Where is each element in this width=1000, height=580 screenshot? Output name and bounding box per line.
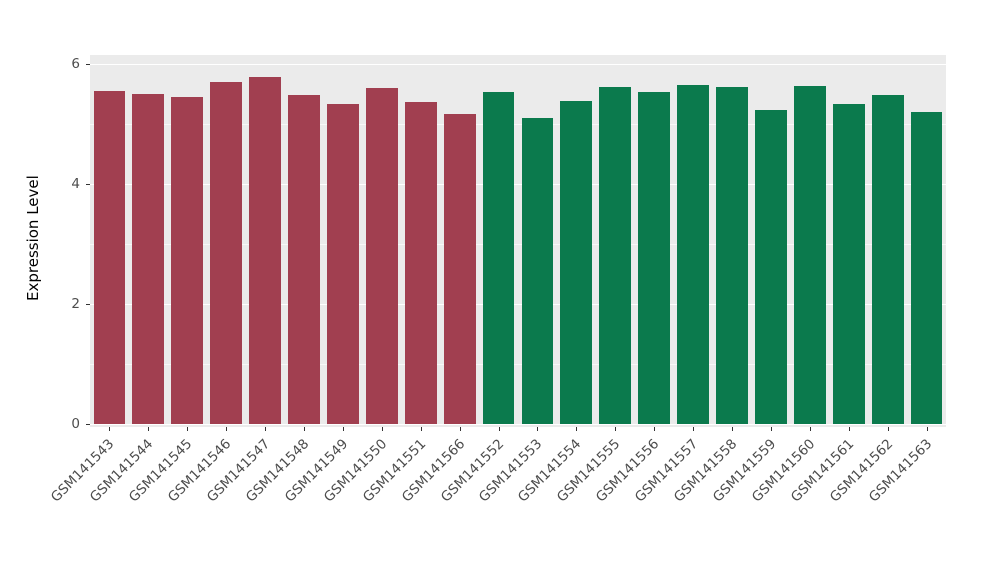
- x-tick-mark: [420, 427, 422, 431]
- x-tick-mark: [148, 427, 150, 431]
- x-tick-mark: [848, 427, 850, 431]
- bar-GSM141560: [793, 86, 826, 424]
- gridline-major: [90, 424, 946, 426]
- y-tick-label: 0: [71, 416, 80, 432]
- x-tick-mark: [304, 427, 305, 431]
- y-tick-label: 2: [71, 296, 80, 312]
- bar-GSM141544: [132, 94, 165, 424]
- y-tick-mark: [86, 64, 90, 65]
- gridline-major: [90, 64, 946, 66]
- x-tick-mark: [926, 427, 928, 431]
- bar-GSM141562: [871, 94, 904, 424]
- x-tick-mark: [732, 427, 733, 431]
- x-tick-mark: [770, 427, 772, 431]
- x-tick-mark: [537, 427, 539, 431]
- bar-GSM141563: [910, 112, 943, 424]
- x-tick-mark: [887, 427, 889, 431]
- x-tick-mark: [226, 427, 228, 431]
- x-tick-mark: [187, 427, 189, 431]
- x-tick-mark: [693, 427, 695, 431]
- x-tick-mark: [654, 427, 656, 431]
- bar-GSM141545: [171, 97, 204, 424]
- gridline-major: [90, 184, 946, 186]
- bar-GSM141549: [326, 104, 359, 424]
- bar-GSM141559: [754, 110, 787, 424]
- bar-GSM141548: [288, 95, 320, 424]
- bar-GSM141551: [404, 102, 437, 424]
- bar-GSM141557: [677, 85, 710, 424]
- y-tick-mark: [86, 184, 90, 185]
- x-tick-mark: [809, 427, 811, 431]
- y-tick-mark: [86, 424, 90, 425]
- x-tick-mark: [615, 427, 617, 431]
- gridline-minor: [90, 244, 946, 245]
- bar-GSM141561: [832, 104, 865, 424]
- gridline-major: [90, 304, 946, 306]
- y-tick-label: 6: [71, 56, 80, 72]
- x-tick-mark: [342, 427, 344, 431]
- bar-GSM141543: [93, 91, 126, 424]
- bar-GSM141550: [365, 88, 398, 424]
- bar-GSM141553: [521, 118, 554, 424]
- x-tick-mark: [109, 427, 111, 431]
- bar-GSM141555: [599, 86, 632, 424]
- y-tick-mark: [86, 304, 90, 305]
- bar-GSM141546: [210, 82, 243, 424]
- bar-GSM141552: [482, 91, 515, 424]
- x-tick-mark: [498, 427, 500, 431]
- bar-GSM141558: [716, 87, 748, 424]
- y-axis-title: Expression Level: [24, 175, 42, 301]
- y-tick-label: 4: [71, 176, 80, 192]
- gridline-minor: [90, 124, 946, 125]
- bar-GSM141566: [443, 113, 476, 424]
- bar-GSM141554: [560, 101, 593, 424]
- x-tick-mark: [381, 427, 383, 431]
- bar-GSM141547: [249, 77, 282, 424]
- gridline-minor: [90, 364, 946, 365]
- plot-panel: [90, 55, 946, 427]
- x-tick-mark: [576, 427, 578, 431]
- x-tick-mark: [459, 427, 461, 431]
- x-tick-mark: [265, 427, 267, 431]
- bar-GSM141556: [638, 92, 671, 424]
